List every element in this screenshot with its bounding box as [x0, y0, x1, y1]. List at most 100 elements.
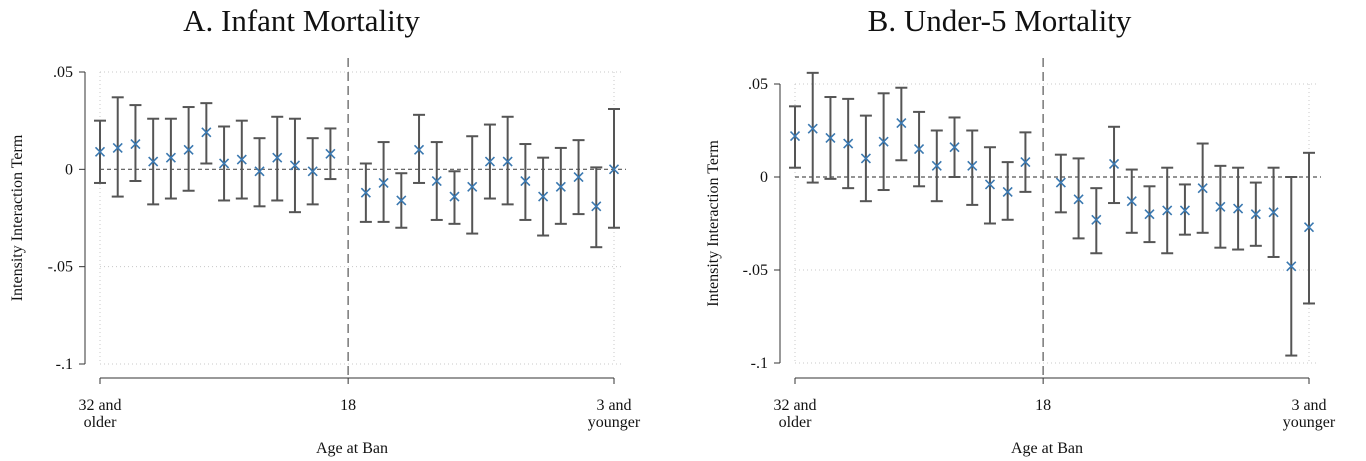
y-tick-label: -.1 [56, 356, 73, 373]
x-tick-label: older [84, 414, 118, 431]
marker-stroke [984, 179, 996, 190]
x-axis-title: Age at Ban [1011, 440, 1083, 457]
point-marker [502, 156, 513, 167]
marker-stroke [878, 136, 889, 147]
point-marker [325, 148, 336, 159]
marker-stroke [396, 195, 407, 206]
point-marker [807, 123, 818, 134]
x-tick-label: 18 [1035, 397, 1051, 414]
point-marker [130, 138, 141, 150]
point-marker [914, 144, 925, 155]
panel-under5-mortality: B. Under-5 Mortality .05 0 -.05 -.1 32 and ol… [683, 0, 1366, 461]
point-marker [236, 154, 247, 165]
marker-stroke [1144, 209, 1155, 220]
marker-stroke [484, 156, 495, 167]
point-marker [183, 144, 194, 155]
marker-stroke [148, 156, 159, 167]
point-marker [555, 181, 566, 192]
marker-stroke [1215, 201, 1226, 212]
chart-title: B. Under-5 Mortality [867, 3, 1132, 38]
marker-stroke [236, 154, 247, 165]
x-tick-label: 18 [340, 397, 356, 414]
point-marker [1215, 201, 1226, 212]
point-marker [896, 117, 907, 129]
point-marker [449, 191, 460, 202]
point-marker [1055, 177, 1066, 188]
point-marker [573, 172, 584, 183]
point-marker [1002, 186, 1013, 197]
marker-stroke [201, 127, 212, 138]
point-marker [1233, 203, 1244, 214]
point-marker [1144, 209, 1155, 220]
point-marker [467, 181, 478, 192]
point-marker [1179, 205, 1190, 216]
marker-stroke [360, 187, 371, 198]
marker-stroke [94, 146, 106, 157]
marker-stroke [502, 156, 513, 167]
x-tick-label: older [779, 414, 813, 431]
marker-stroke [1233, 203, 1244, 214]
x-axis-title: Age at Ban [316, 440, 388, 457]
point-marker [396, 195, 407, 206]
marker-stroke [413, 144, 425, 155]
point-marker [931, 160, 942, 171]
y-tick-label: -.05 [743, 262, 768, 279]
point-marker [843, 138, 854, 149]
y-tick-label: 0 [760, 169, 768, 186]
point-marker [1250, 209, 1261, 220]
point-marker [1286, 261, 1297, 272]
point-marker [289, 160, 301, 171]
marker-stroke [860, 153, 871, 164]
marker-stroke [1055, 177, 1066, 188]
point-marker [591, 201, 602, 212]
marker-stroke [555, 181, 566, 192]
point-marker [860, 153, 871, 164]
marker-stroke [165, 152, 176, 163]
y-axis-title: Intensity Interaction Term [705, 140, 722, 307]
marker-stroke [325, 148, 336, 159]
marker-stroke [1197, 183, 1208, 194]
point-marker [254, 166, 265, 177]
y-axis-title: Intensity Interaction Term [9, 134, 26, 301]
marker-stroke [1268, 207, 1279, 218]
point-marker [201, 127, 212, 138]
marker-stroke [467, 181, 478, 192]
marker-stroke [219, 158, 230, 169]
point-marker [219, 158, 230, 169]
marker-stroke [931, 160, 942, 171]
point-marker [484, 156, 495, 167]
y-tick-label: -.1 [751, 355, 768, 372]
point-marker [825, 132, 836, 144]
x-tick-label: 3 and [596, 397, 631, 414]
y-tick-label: .05 [748, 76, 768, 93]
y-tick-label: -.05 [48, 259, 73, 276]
point-marker [112, 142, 123, 153]
marker-stroke [538, 191, 549, 202]
marker-stroke [130, 138, 141, 150]
point-marker [1108, 158, 1120, 170]
point-marker [307, 166, 318, 177]
point-marker [378, 177, 389, 189]
x-tick-label: 3 and [1291, 397, 1326, 414]
point-marker [94, 146, 106, 157]
marker-stroke [967, 160, 978, 171]
panel-infant-mortality: A. Infant Mortality .05 0 -.05 -.1 32 and old… [9, 3, 641, 457]
point-marker [1162, 205, 1173, 216]
point-marker [1268, 207, 1279, 218]
marker-stroke [573, 172, 584, 183]
marker-stroke [1002, 186, 1013, 197]
marker-stroke [825, 132, 836, 144]
marker-stroke [1179, 205, 1190, 216]
marker-stroke [520, 175, 531, 187]
point-marker [1020, 157, 1031, 168]
marker-stroke [608, 164, 620, 175]
marker-stroke [431, 175, 442, 187]
point-marker [148, 156, 159, 167]
marker-stroke [789, 131, 801, 142]
marker-stroke [112, 142, 123, 153]
marker-stroke [949, 142, 960, 153]
